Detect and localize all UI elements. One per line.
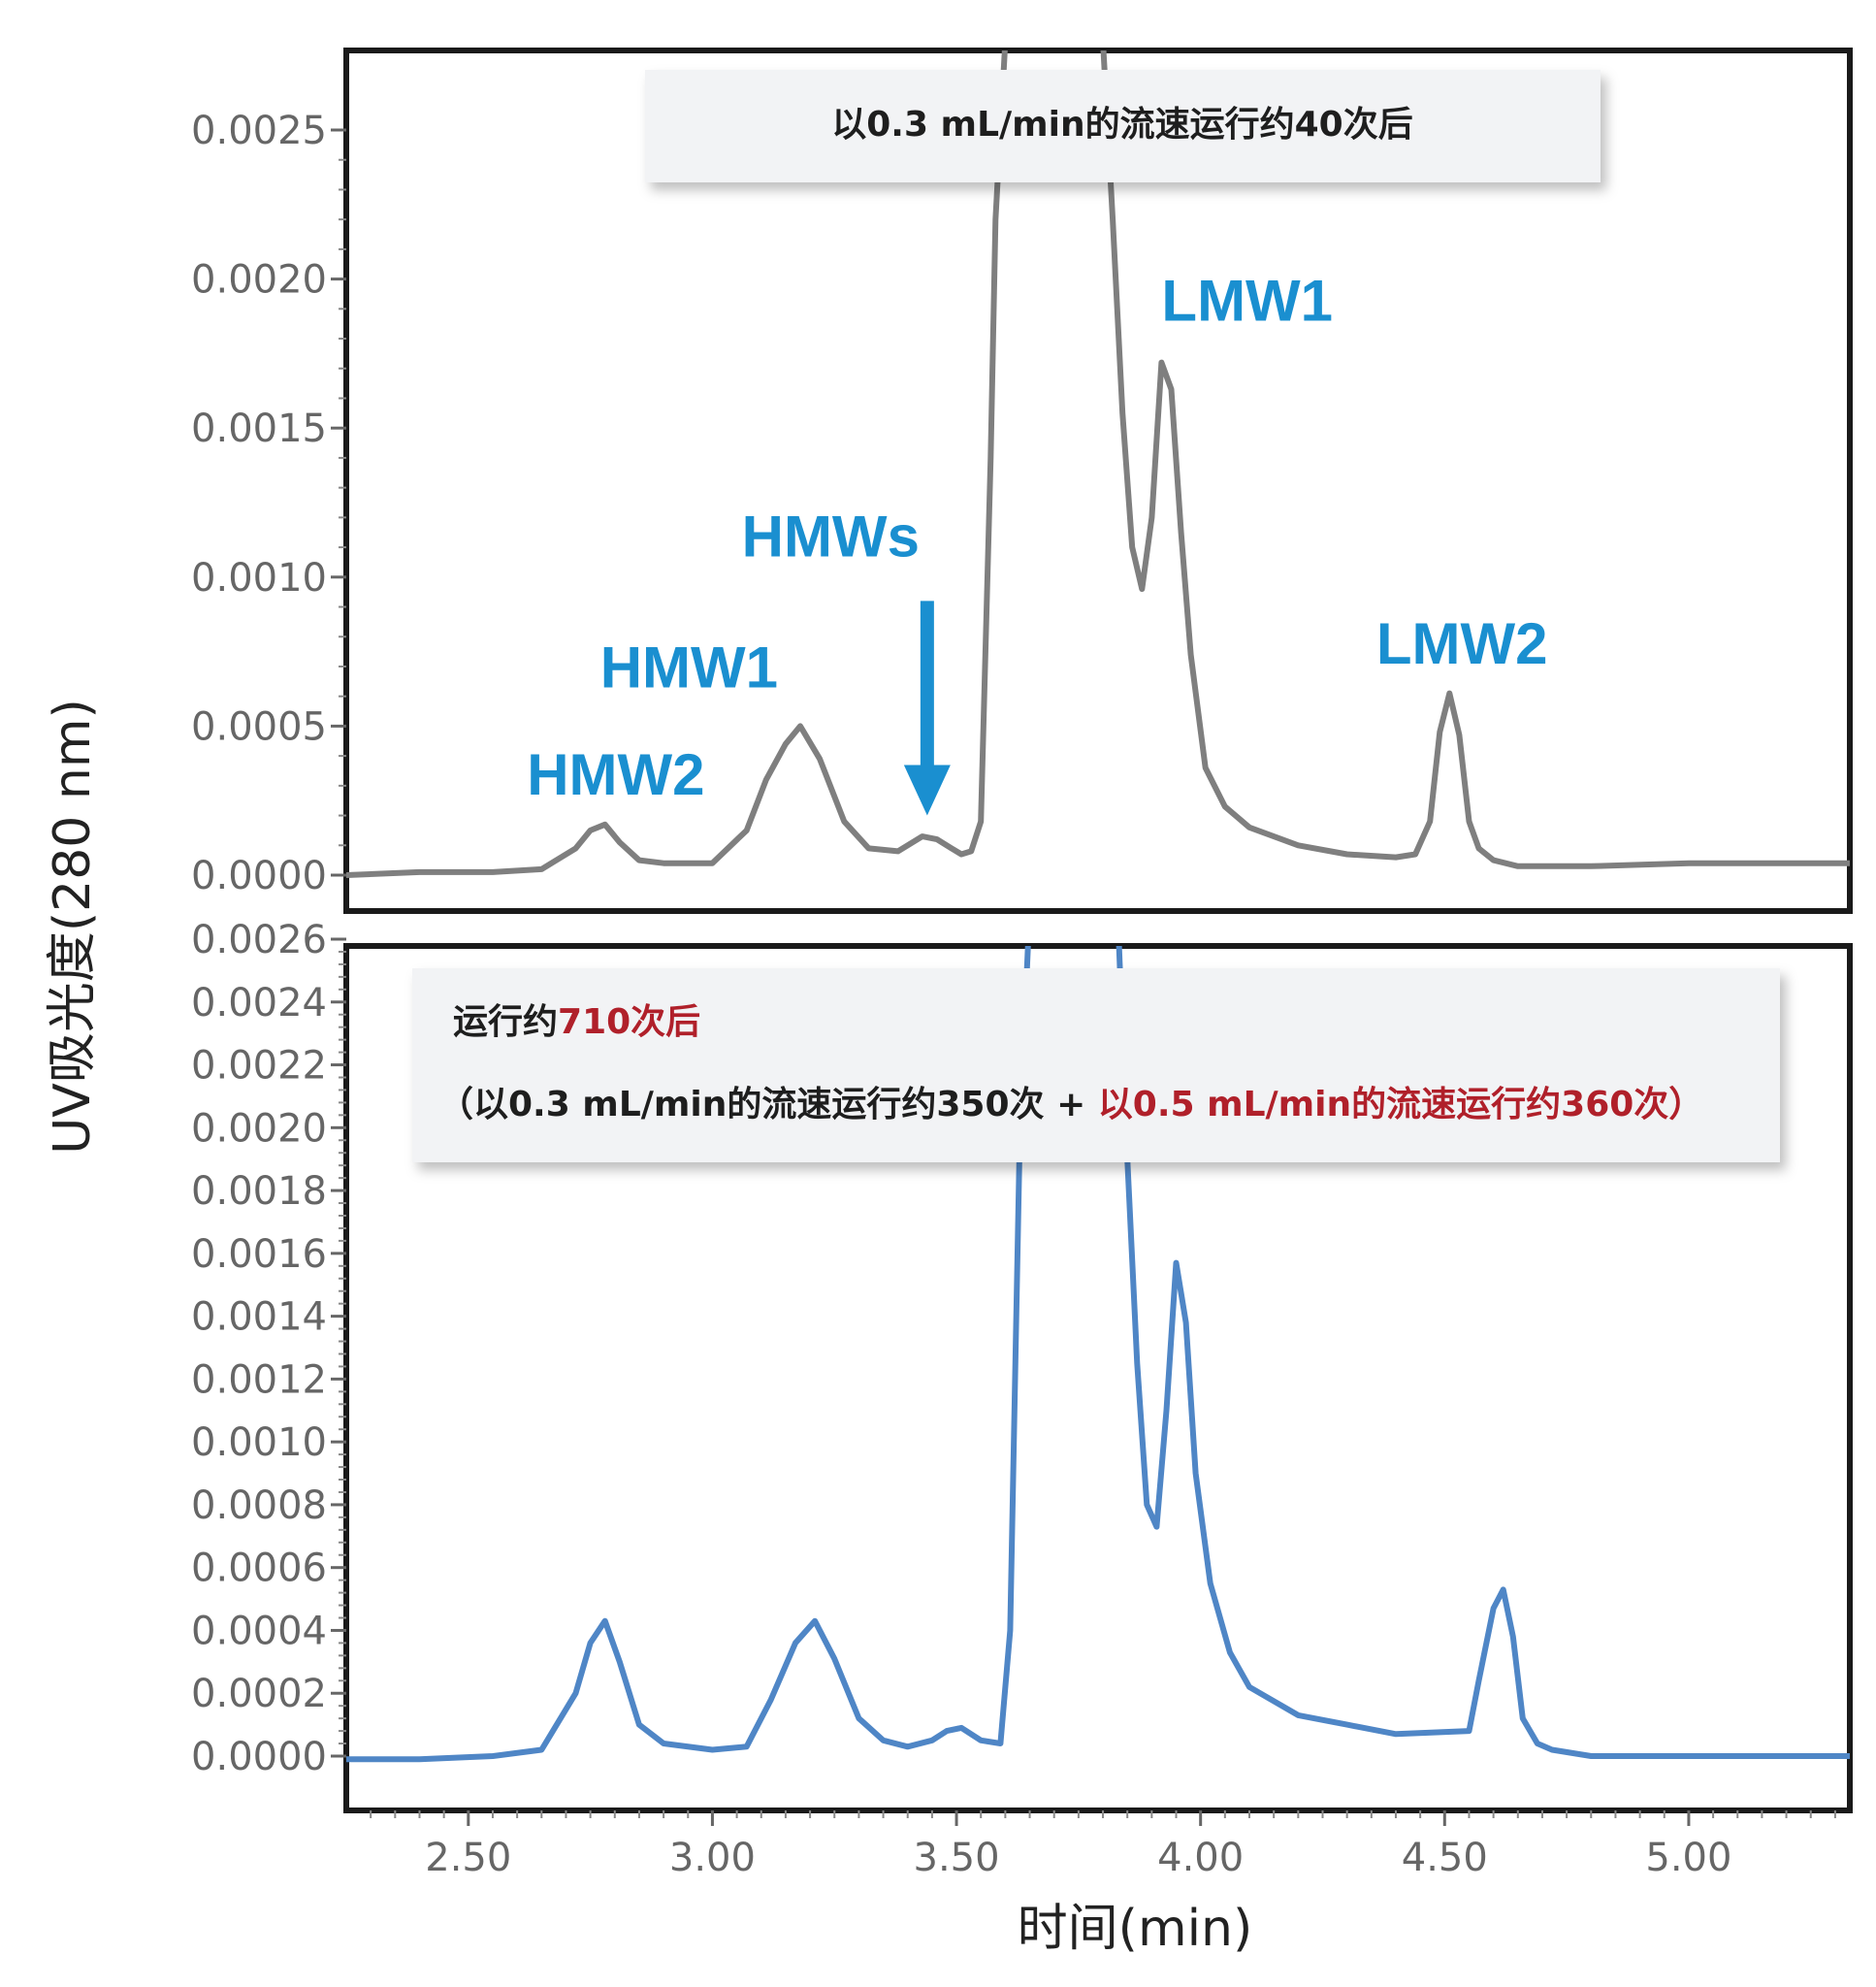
y-tick-label: 0.0020 xyxy=(191,1106,327,1151)
hmws-arrow-icon xyxy=(903,601,951,816)
peak-label-hmw2: HMW2 xyxy=(527,742,704,807)
top-plot-frame xyxy=(343,48,1853,914)
bottom-panel: 0.0000 0.0002 0.0004 0.0006 0.0008 0.0010 0.00… xyxy=(191,918,1853,1813)
top-panel: 0.0000 0.0005 0.0010 0.0015 0.0020 0.0025 HMW… xyxy=(191,48,1853,914)
top-y-axis: 0.0000 0.0005 0.0010 0.0015 0.0020 0.0025 xyxy=(191,109,346,898)
bottom-annotation-line2-prefix: （以0.3 mL/min的流速运行约350次 + xyxy=(438,1085,1098,1124)
x-tick-label: 2.50 xyxy=(425,1836,511,1880)
y-tick-label: 0.0018 xyxy=(191,1169,327,1214)
top-annotation-box: 以0.3 mL/min的流速运行约40次后 xyxy=(645,70,1601,182)
bottom-annotation-line1-prefix: 运行约 xyxy=(453,1002,558,1042)
y-tick-label: 0.0015 xyxy=(191,407,327,451)
y-tick-label: 0.0022 xyxy=(191,1044,327,1089)
bottom-chromatogram-line xyxy=(346,946,1850,1763)
y-tick-label: 0.0025 xyxy=(191,109,327,153)
y-tick-label: 0.0002 xyxy=(191,1672,327,1716)
top-chromatogram-line xyxy=(346,50,1850,878)
x-tick-label: 4.50 xyxy=(1402,1836,1488,1880)
bottom-annotation-line2-highlight: 以0.5 mL/min的流速运行约360次） xyxy=(1098,1085,1704,1124)
bottom-annotation-line1: 运行约710次后 xyxy=(453,1002,700,1042)
x-tick-label: 5.00 xyxy=(1645,1836,1731,1880)
x-tick-label: 4.00 xyxy=(1157,1836,1244,1880)
y-tick-label: 0.0008 xyxy=(191,1483,327,1528)
x-tick-label: 3.50 xyxy=(914,1836,1000,1880)
y-tick-label: 0.0014 xyxy=(191,1295,327,1340)
bottom-annotation-line1-highlight: 710次后 xyxy=(558,1002,700,1042)
peak-label-hmws: HMWs xyxy=(742,504,920,569)
top-peak-labels: HMW2 HMW1 HMWs LMW1 LMW2 xyxy=(527,269,1547,807)
top-annotation-background xyxy=(645,70,1601,182)
y-tick-label: 0.0026 xyxy=(191,918,327,962)
bottom-y-axis: 0.0000 0.0002 0.0004 0.0006 0.0008 0.0010 0.00… xyxy=(191,918,346,1779)
y-axis-title: UV吸光度(280 nm) xyxy=(44,699,102,1155)
bottom-annotation-line2: （以0.3 mL/min的流速运行约350次 + 以0.5 mL/min的流速运… xyxy=(438,1085,1703,1124)
x-axis-title: 时间(min) xyxy=(1018,1900,1253,1958)
y-tick-label: 0.0010 xyxy=(191,556,327,601)
y-tick-label: 0.0024 xyxy=(191,981,327,1026)
y-tick-label: 0.0012 xyxy=(191,1357,327,1402)
bottom-annotation-background xyxy=(412,968,1780,1162)
y-tick-label: 0.0000 xyxy=(191,854,327,898)
top-annotation-text: 以0.3 mL/min的流速运行约40次后 xyxy=(831,105,1413,145)
x-axis: 2.50 3.00 3.50 4.00 4.50 5.00 xyxy=(370,1810,1836,1880)
peak-label-lmw2: LMW2 xyxy=(1376,611,1548,676)
peak-label-hmw1: HMW1 xyxy=(600,635,778,700)
y-tick-label: 0.0004 xyxy=(191,1609,327,1653)
y-tick-label: 0.0000 xyxy=(191,1735,327,1779)
y-tick-label: 0.0010 xyxy=(191,1420,327,1465)
y-tick-label: 0.0020 xyxy=(191,258,327,303)
y-tick-label: 0.0005 xyxy=(191,704,327,749)
y-tick-label: 0.0006 xyxy=(191,1547,327,1591)
x-tick-label: 3.00 xyxy=(669,1836,756,1880)
y-tick-label: 0.0016 xyxy=(191,1232,327,1277)
arrow-head xyxy=(903,765,951,816)
bottom-annotation-box: 运行约710次后 （以0.3 mL/min的流速运行约350次 + 以0.5 m… xyxy=(412,968,1780,1162)
peak-label-lmw1: LMW1 xyxy=(1161,269,1333,334)
